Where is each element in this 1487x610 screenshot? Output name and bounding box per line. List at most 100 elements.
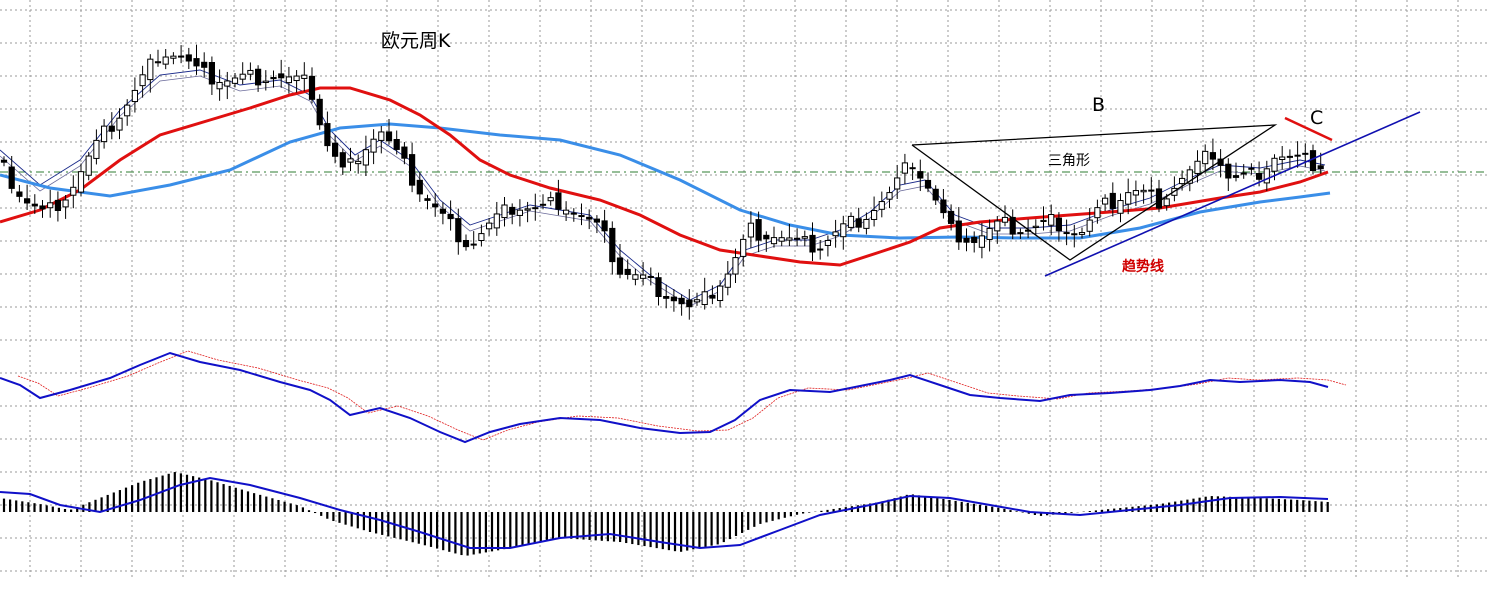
candle-body-up <box>732 257 739 275</box>
candle-body-up <box>1240 172 1247 175</box>
candle-body-down <box>593 218 600 223</box>
candle-body-down <box>1248 167 1255 170</box>
candle-body-down <box>208 62 216 85</box>
candle-body-up <box>1186 169 1193 184</box>
candle-body-up <box>470 243 477 246</box>
candle-body-down <box>432 203 439 208</box>
candle-body-up <box>840 223 847 238</box>
candle-body-down <box>1309 150 1317 172</box>
candle-body-down <box>678 297 685 305</box>
triangle-pattern-lines <box>911 124 1278 261</box>
candle-body-up <box>847 215 855 228</box>
candle-body-up <box>832 231 839 237</box>
candle-body-down <box>555 192 562 210</box>
candle-body-up <box>170 55 177 59</box>
candle-body-up <box>1086 219 1093 232</box>
candle-body-up <box>871 210 878 220</box>
candle-body-down <box>401 146 408 159</box>
candle-body-up <box>1286 155 1294 158</box>
candle-body-up <box>116 117 123 131</box>
candle-body-up <box>1017 232 1024 235</box>
candle-body-down <box>578 215 585 218</box>
candle-body-up <box>231 77 239 84</box>
candle-body-up <box>770 237 778 245</box>
candle-body-down <box>416 179 423 195</box>
candle-body-down <box>663 296 670 299</box>
candle-body-up <box>347 158 354 163</box>
candle-body-up <box>1279 156 1286 161</box>
ma-blue-long <box>0 122 1331 240</box>
macd-signal-line <box>17 350 1347 441</box>
candle-body-down <box>462 240 470 248</box>
candle-body-down <box>963 237 970 243</box>
candle-body-up <box>1179 177 1186 185</box>
candle-body-up <box>539 203 547 206</box>
candle-body-down <box>31 203 38 207</box>
candle-body-down <box>332 142 339 157</box>
candle-body-down <box>624 268 631 275</box>
candle-body-down <box>24 198 31 204</box>
histogram-overlay-line <box>0 476 1329 550</box>
candle-body-up <box>285 76 292 84</box>
candle-body-down <box>439 208 446 214</box>
candle-body-up <box>1263 168 1270 184</box>
candle-body-down <box>1294 154 1301 157</box>
candle-body-up <box>162 56 169 65</box>
candle-body-up <box>570 212 577 215</box>
candle-body-up <box>640 274 647 279</box>
candle-body-down <box>193 58 200 67</box>
candle-body-up <box>301 74 308 79</box>
annotation-b: B <box>1092 94 1106 116</box>
candle-body-down <box>755 219 762 241</box>
candle-body-down <box>385 131 393 142</box>
candle-body-down <box>1225 163 1232 179</box>
candle-body-up <box>1132 190 1140 196</box>
candle-body-down <box>409 154 416 186</box>
grid-lines <box>0 0 1487 578</box>
candle-body-down <box>201 61 208 68</box>
candle-body-down <box>955 220 962 243</box>
ma-thin-slow <box>0 75 1326 307</box>
candle-body-down <box>308 75 316 100</box>
candle-body-down <box>670 296 677 302</box>
candle-body-up <box>85 155 92 176</box>
drawn-annotations <box>911 111 1421 277</box>
candle-body-up <box>516 209 523 216</box>
candle-body-up <box>894 177 901 190</box>
candle-body-up <box>532 207 539 210</box>
candle-body-up <box>724 273 731 288</box>
trendline <box>1044 111 1421 277</box>
ma-red-mid <box>0 86 1329 267</box>
candle-body-up <box>994 220 1001 232</box>
candle-body-down <box>8 166 15 189</box>
candle-body-up <box>1032 225 1039 228</box>
candle-body-down <box>54 199 61 211</box>
candle-body-down <box>316 98 323 126</box>
candle-body-up <box>1063 232 1070 235</box>
macd-panel <box>0 350 1347 444</box>
candle-body-up <box>786 237 793 241</box>
annotation-trendline: 趋势线 <box>1122 259 1164 275</box>
candle-body-up <box>1202 150 1209 165</box>
candle-body-down <box>16 191 23 197</box>
candle-body-up <box>70 186 77 196</box>
candle-body-down <box>324 123 331 147</box>
candle-body-up <box>524 208 531 211</box>
candle-body-up <box>147 58 154 81</box>
candle-body-up <box>370 138 377 153</box>
candle-body-up <box>93 139 100 159</box>
candle-body-down <box>855 218 862 228</box>
candle-body-down <box>270 77 277 80</box>
histogram-panel <box>0 472 1329 556</box>
candle-body-up <box>547 197 554 202</box>
candle-body-down <box>255 68 262 86</box>
candle-body-up <box>1102 197 1109 205</box>
candle-body-up <box>801 236 808 239</box>
candle-body-up <box>124 104 131 117</box>
candle-body-up <box>362 149 369 166</box>
candle-body-up <box>1094 207 1101 219</box>
candle-body-down <box>1302 152 1309 155</box>
candle-body-up <box>501 204 508 219</box>
candle-body-down <box>1256 173 1263 180</box>
